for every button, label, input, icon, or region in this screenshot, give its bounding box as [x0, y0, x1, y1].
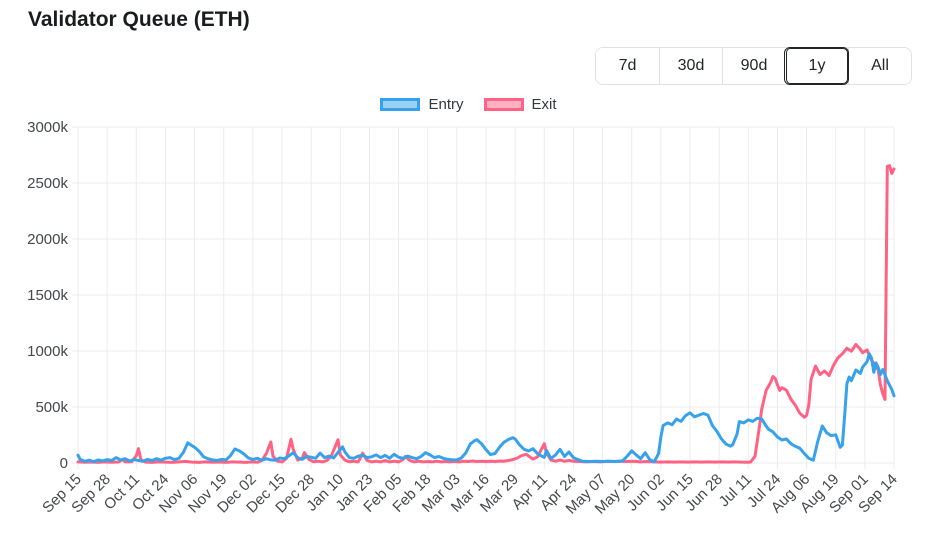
y-tick-label: 2000k	[27, 231, 68, 248]
legend-item-exit[interactable]: Exit	[483, 96, 557, 113]
y-tick-label: 3000k	[27, 119, 68, 136]
range-button-7d[interactable]: 7d	[596, 48, 659, 84]
chart-legend: Entry Exit	[0, 96, 937, 113]
range-button-all[interactable]: All	[848, 48, 911, 84]
legend-label: Entry	[428, 96, 464, 113]
legend-swatch-exit	[483, 98, 524, 111]
y-tick-label: 2500k	[27, 175, 68, 192]
range-button-1y[interactable]: 1y	[785, 48, 848, 84]
entry-line	[76, 352, 896, 464]
range-button-30d[interactable]: 30d	[659, 48, 722, 84]
y-tick-label: 500k	[35, 399, 68, 416]
page-title: Validator Queue (ETH)	[28, 8, 250, 31]
y-tick-label: 0	[60, 455, 68, 472]
range-button-90d[interactable]: 90d	[722, 48, 785, 84]
time-range-selector: 7d 30d 90d 1y All	[595, 47, 912, 85]
legend-label: Exit	[531, 96, 557, 113]
y-tick-label: 1500k	[27, 287, 68, 304]
legend-swatch-entry	[380, 98, 421, 111]
legend-item-entry[interactable]: Entry	[380, 96, 464, 113]
exit-line	[76, 164, 896, 464]
y-tick-label: 1000k	[27, 343, 68, 360]
